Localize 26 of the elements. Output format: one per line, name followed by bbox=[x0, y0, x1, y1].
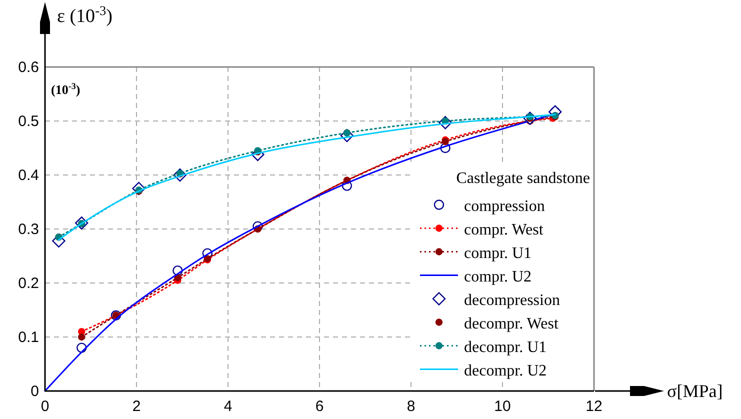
x-tick-label: 8 bbox=[406, 398, 416, 415]
legend-label: decompr. U2 bbox=[464, 362, 547, 380]
legend-label: compr. U1 bbox=[464, 244, 532, 262]
y-tick-label: 0.2 bbox=[18, 275, 39, 292]
x-tick-label: 4 bbox=[224, 398, 232, 415]
x-tick-label: 6 bbox=[315, 398, 324, 415]
legend-label: compr. West bbox=[464, 221, 544, 238]
legend-label: decompr. West bbox=[464, 315, 559, 332]
x-tick-label: 10 bbox=[494, 398, 511, 415]
legend-title: Castlegate sandstone bbox=[456, 170, 590, 187]
legend-label: decompr. U1 bbox=[464, 338, 547, 356]
y-tick-label: 0 bbox=[30, 383, 39, 400]
x-tick-label: 2 bbox=[132, 398, 141, 415]
legend-label: compression bbox=[464, 198, 545, 215]
y-tick-label: 0.1 bbox=[18, 329, 39, 346]
x-tick-label: 0 bbox=[40, 398, 50, 415]
y-tick-label: 0.5 bbox=[18, 113, 39, 130]
x-tick-label: 12 bbox=[586, 398, 602, 415]
x-axis-title: σ[MPa] bbox=[667, 381, 723, 401]
y-axis-title: ε (10$^{-3}$) bbox=[57, 2, 112, 27]
legend-label: compr. U2 bbox=[464, 268, 532, 286]
y-tick-label: 0.6 bbox=[18, 59, 39, 76]
y-tick-label: 0.4 bbox=[18, 167, 39, 184]
y-tick-label: 0.3 bbox=[18, 221, 39, 238]
legend-label: decompression bbox=[464, 292, 560, 309]
annotation: (10$^{-3}$) bbox=[51, 81, 80, 97]
